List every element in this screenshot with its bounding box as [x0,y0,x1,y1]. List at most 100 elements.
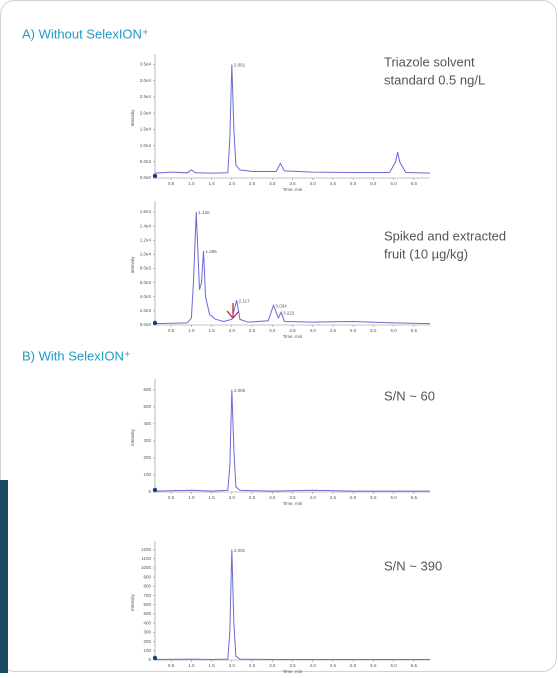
x-tick-label: 6.5 [411,495,418,500]
y-tick-label: 6.0e3 [140,280,152,285]
section-title: B) With SelexION⁺ [22,348,131,363]
y-tick-label: 300 [143,438,151,443]
y-tick-label: 200 [143,639,151,644]
y-tick-label: 200 [143,455,151,460]
y-tick-label: 0.0e0 [140,322,152,327]
y-tick-label: 400 [143,620,151,625]
x-tick-label: 0.5 [168,328,175,333]
caption: Triazole solvent [384,54,475,69]
x-tick-label: 5.0 [350,663,357,668]
trace [154,389,430,492]
x-tick-label: 1.5 [208,663,215,668]
section-title: A) Without SelexION⁺ [22,26,149,41]
caption: fruit (10 µg/kg) [384,246,468,261]
caption: Spiked and extracted [384,228,506,243]
y-tick-label: 100 [143,648,151,653]
x-tick-label: 3.5 [289,663,296,668]
y-tick-label: 0 [148,489,151,494]
side-bar [0,480,8,673]
x-tick-label: 1.0 [188,495,195,500]
x-tick-label: 6.5 [411,663,418,668]
y-tick-label: 900 [143,574,151,579]
peak-label: 1.295 [206,249,218,254]
x-tick-label: 1.5 [208,181,215,186]
x-tick-label: 0.5 [168,495,175,500]
x-tick-label: 5.0 [350,181,357,186]
peak-label: 2.117 [239,298,250,303]
x-axis-label: Time, min [283,334,303,339]
y-tick-label: 1100 [141,556,151,561]
x-tick-label: 0.5 [168,181,175,186]
peak-label: 2.001 [234,548,246,553]
y-tick-label: 0 [148,657,151,662]
y-tick-label: 100 [143,472,151,477]
y-tick-label: 1.5e4 [140,127,152,132]
x-tick-label: 2.5 [249,663,256,668]
y-tick-label: 3.5e4 [140,62,152,67]
x-tick-label: 6.5 [411,181,418,186]
x-tick-label: 4.0 [310,181,317,186]
x-tick-label: 1.5 [208,328,215,333]
y-tick-label: 8.0e3 [140,266,152,271]
x-tick-label: 3.0 [269,181,276,186]
origin-dot [152,320,158,326]
x-tick-label: 4.5 [330,495,337,500]
trace [154,549,430,661]
y-tick-label: 2.0e3 [140,308,152,313]
x-axis-label: Time, min [283,501,303,506]
trace [154,64,431,174]
caption: S/N ~ 60 [384,388,435,403]
y-tick-label: 800 [143,584,151,589]
x-tick-label: 2.5 [249,328,256,333]
x-tick-label: 2.0 [229,181,236,186]
x-tick-label: 2.5 [249,495,256,500]
x-tick-label: 3.0 [269,663,276,668]
x-axis-label: Time, min [283,187,303,192]
x-tick-label: 6.0 [390,663,397,668]
x-tick-label: 1.0 [188,181,195,186]
x-tick-label: 5.5 [370,181,377,186]
x-tick-label: 5.5 [370,328,377,333]
y-tick-label: 1.2e4 [140,237,152,242]
x-tick-label: 4.5 [330,663,337,668]
x-tick-label: 3.5 [289,328,296,333]
x-axis-label: Time, min [283,669,303,673]
y-axis-label: Intensity [130,256,135,274]
peak-label: 3.034 [275,303,287,308]
y-tick-label: 600 [143,602,151,607]
y-tick-label: 1.4e4 [140,223,152,228]
y-tick-label: 1.0e4 [140,143,152,148]
origin-dot [152,173,158,179]
x-tick-label: 0.5 [168,663,175,668]
peak-label: 1.120 [198,210,210,215]
x-tick-label: 4.5 [330,328,337,333]
y-tick-label: 1.6e4 [140,209,152,214]
x-tick-label: 3.5 [289,181,296,186]
y-tick-label: 0.0e0 [140,175,152,180]
y-tick-label: 5.0e3 [140,159,152,164]
caption: standard 0.5 ng/L [384,72,485,87]
x-tick-label: 3.0 [269,495,276,500]
y-tick-label: 600 [143,387,151,392]
x-tick-label: 6.0 [390,328,397,333]
x-tick-label: 1.5 [208,495,215,500]
y-axis-label: Intensity [130,109,135,127]
y-tick-label: 400 [143,421,151,426]
x-tick-label: 1.0 [188,328,195,333]
peak-label: 2.006 [234,388,246,393]
y-tick-label: 300 [143,630,151,635]
x-tick-label: 4.0 [310,328,317,333]
y-tick-label: 3.0e4 [140,78,152,83]
y-tick-label: 4.0e3 [140,294,152,299]
x-tick-label: 5.5 [370,663,377,668]
origin-dot [152,487,158,493]
y-axis-label: Intensity [130,428,135,446]
y-tick-label: 1.0e4 [140,252,152,257]
peak-label: 2.001 [234,63,246,68]
y-tick-label: 700 [143,593,151,598]
y-tick-label: 1000 [141,565,152,570]
x-tick-label: 2.5 [249,181,256,186]
